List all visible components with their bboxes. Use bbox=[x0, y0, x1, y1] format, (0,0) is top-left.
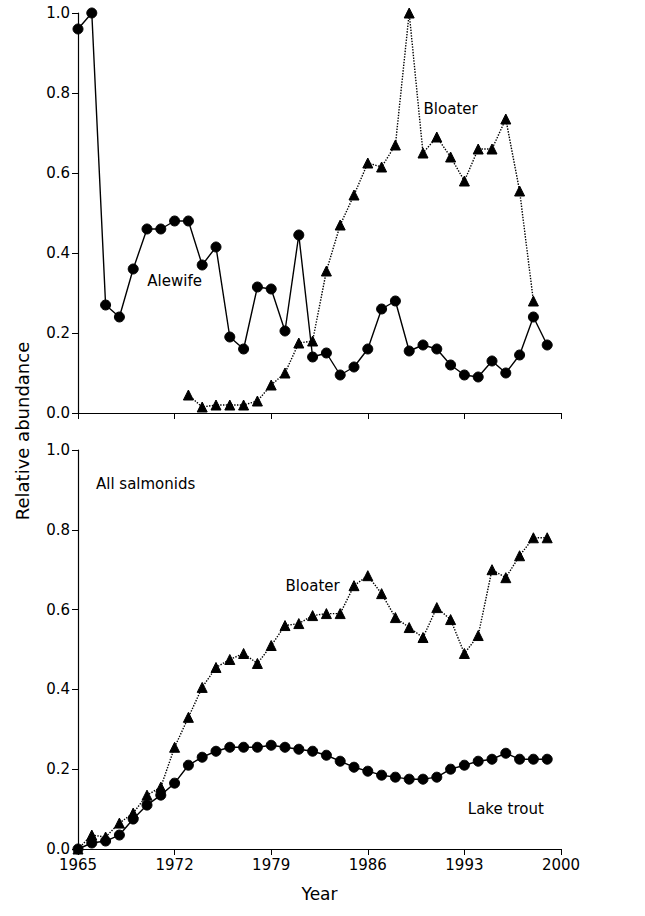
svg-text:0.6: 0.6 bbox=[46, 601, 70, 619]
svg-text:0.6: 0.6 bbox=[46, 164, 70, 182]
svg-text:All salmonids: All salmonids bbox=[96, 475, 196, 493]
svg-text:Bloater: Bloater bbox=[286, 577, 341, 595]
svg-text:0.4: 0.4 bbox=[46, 680, 70, 698]
svg-text:Year: Year bbox=[301, 884, 338, 904]
svg-text:0.4: 0.4 bbox=[46, 244, 70, 262]
svg-text:Lake trout: Lake trout bbox=[468, 800, 544, 818]
svg-text:1979: 1979 bbox=[252, 856, 290, 874]
svg-text:0.0: 0.0 bbox=[46, 840, 70, 858]
svg-text:0.8: 0.8 bbox=[46, 521, 70, 539]
svg-text:1993: 1993 bbox=[445, 856, 483, 874]
svg-text:0.0: 0.0 bbox=[46, 404, 70, 422]
svg-text:0.2: 0.2 bbox=[46, 324, 70, 342]
svg-text:1972: 1972 bbox=[156, 856, 194, 874]
svg-text:1.0: 1.0 bbox=[46, 4, 70, 22]
svg-text:1965: 1965 bbox=[59, 856, 97, 874]
svg-text:Relative abundance: Relative abundance bbox=[12, 342, 33, 520]
svg-text:Alewife: Alewife bbox=[147, 272, 202, 290]
svg-text:0.2: 0.2 bbox=[46, 760, 70, 778]
svg-text:1.0: 1.0 bbox=[46, 441, 70, 459]
svg-text:Bloater: Bloater bbox=[424, 100, 479, 118]
svg-text:2000: 2000 bbox=[542, 856, 580, 874]
svg-text:1986: 1986 bbox=[349, 856, 387, 874]
svg-text:0.8: 0.8 bbox=[46, 84, 70, 102]
